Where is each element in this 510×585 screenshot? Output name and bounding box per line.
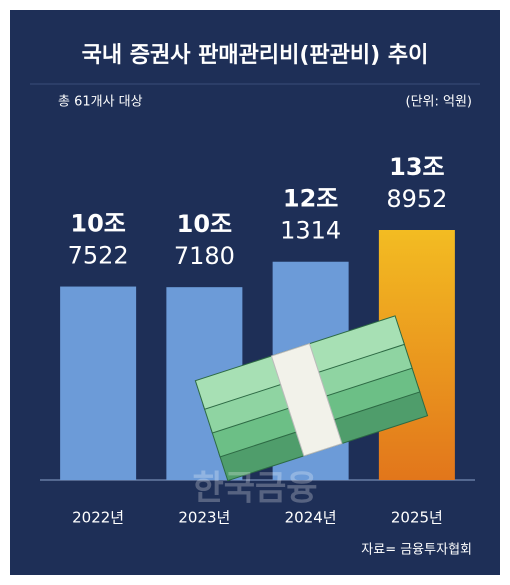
value-label-major: 12조	[283, 185, 338, 213]
watermark: 한국금융	[192, 469, 317, 509]
source: 자료= 금융투자협회	[361, 543, 472, 558]
chart-title: 국내 증권사 판매관리비(판관비) 추이	[82, 43, 429, 68]
x-tick-label: 2023년	[178, 509, 230, 527]
bar	[60, 286, 137, 480]
value-label-major: 13조	[389, 153, 444, 181]
subtitle: 총 61개사 대상	[58, 95, 143, 110]
x-tick-label: 2024년	[285, 509, 337, 527]
value-label-minor: 7522	[68, 242, 129, 270]
value-label-minor: 7180	[174, 242, 235, 270]
money-illustration	[194, 315, 429, 482]
x-tick-label: 2022년	[72, 509, 124, 527]
unit-note: (단위: 억원)	[406, 95, 473, 110]
x-tick-label: 2025년	[391, 509, 443, 527]
value-label-major: 10조	[70, 210, 125, 238]
value-label-major: 10조	[177, 210, 232, 238]
value-label-minor: 1314	[280, 217, 341, 245]
value-label-minor: 8952	[386, 185, 447, 213]
